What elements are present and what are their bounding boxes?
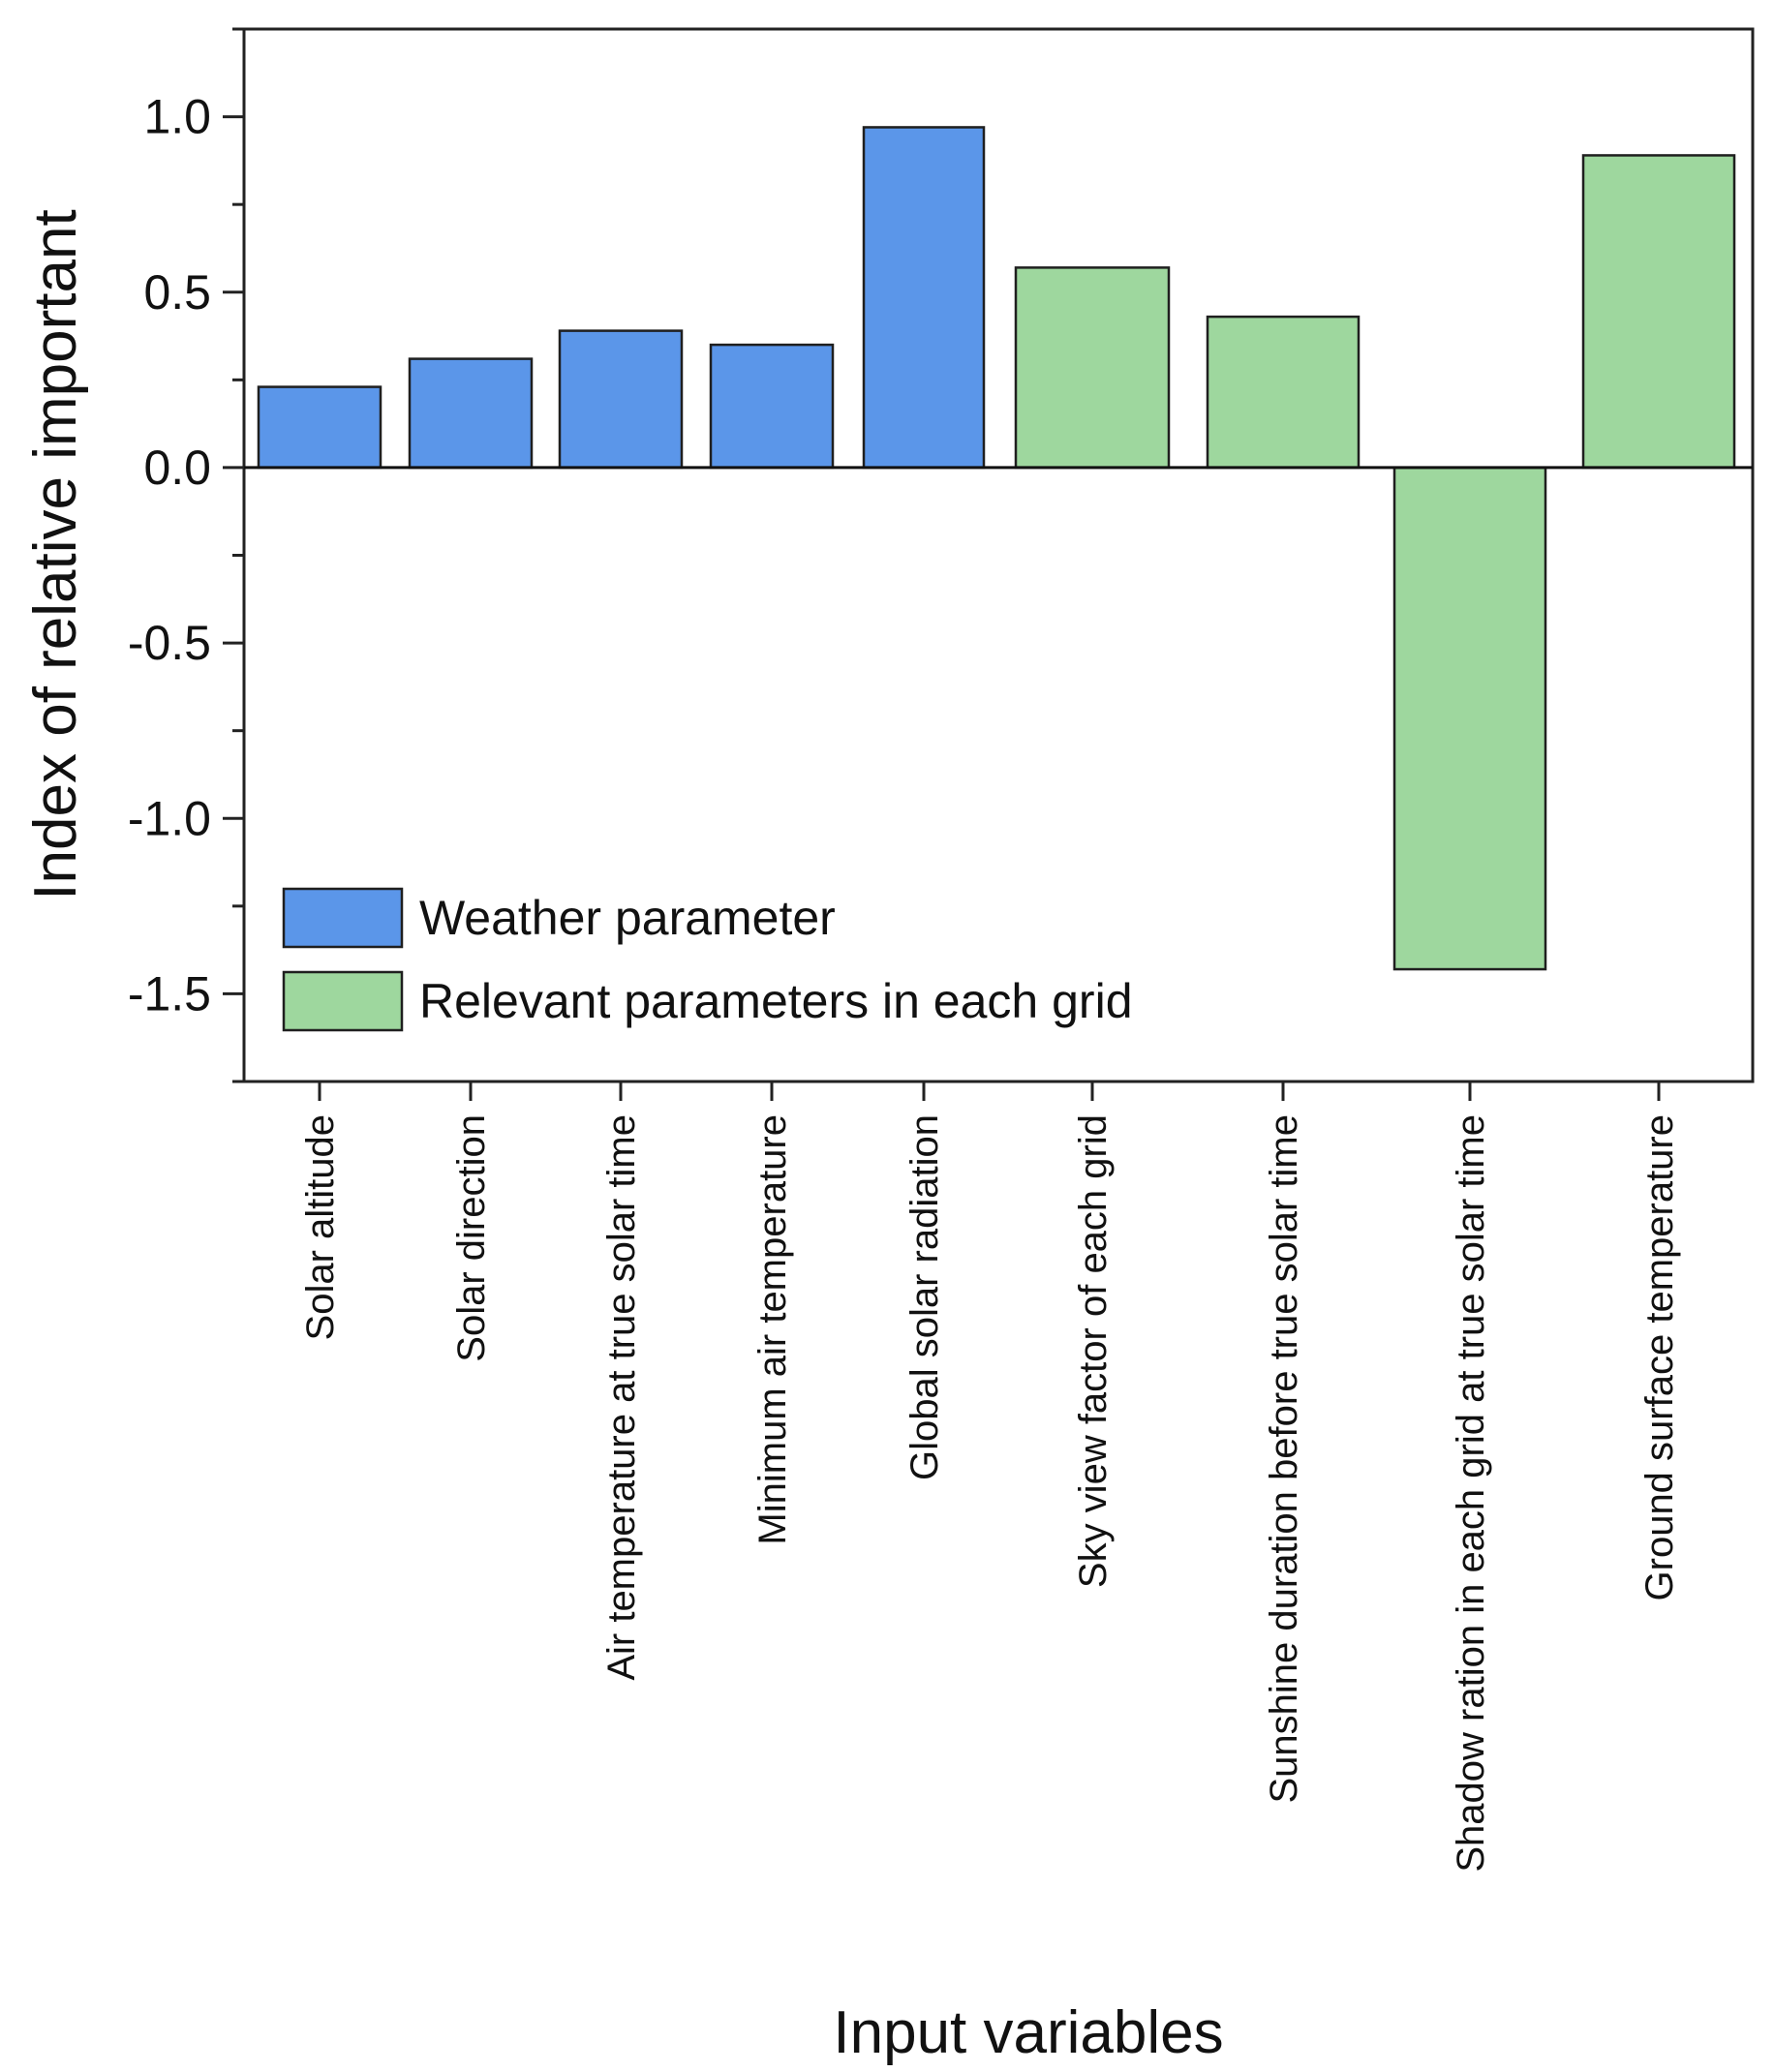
x-category-label: Sunshine duration before true solar time (1263, 1114, 1305, 1804)
legend-swatch-1 (282, 970, 404, 1032)
x-category-label: Solar direction (450, 1114, 493, 1362)
bar-6 (1206, 315, 1361, 470)
x-axis: Solar altitude Solar direction Air tempera… (299, 1082, 1681, 1873)
bar-2 (558, 329, 684, 470)
bar-3 (709, 343, 835, 470)
y-axis: 1.0 0.5 0.0 -0.5 -1.0 -1.5 (128, 27, 244, 1083)
x-category-label: Ground surface temperature (1638, 1114, 1681, 1600)
x-category-label: Air temperature at true solar time (600, 1114, 643, 1681)
y-tick-label: -1.5 (128, 966, 211, 1021)
legend-label-0: Weather parameter (419, 891, 836, 945)
bar-1 (408, 357, 534, 470)
x-category-label: Sky view factor of each grid (1072, 1114, 1115, 1588)
x-axis-title: Input variables (833, 1999, 1223, 2066)
legend: Weather parameter Relevant parameters in … (282, 887, 1133, 1032)
x-category-label: Shadow ration in each grid at true solar… (1450, 1114, 1492, 1873)
y-tick-label: -1.0 (128, 791, 211, 845)
legend-label-1: Relevant parameters in each grid (419, 974, 1133, 1028)
y-tick-label: -0.5 (128, 616, 211, 670)
y-tick-label: 1.0 (143, 90, 211, 144)
y-tick-label: 0.5 (143, 265, 211, 320)
x-category-label: Global solar radiation (903, 1114, 946, 1480)
y-axis-title: Index of relative important (22, 209, 89, 899)
bar-4 (862, 126, 986, 470)
bar-0 (257, 385, 382, 470)
bar-8 (1581, 154, 1736, 470)
bar-7 (1392, 466, 1547, 971)
bars-layer (257, 126, 1736, 971)
x-category-label: Solar altitude (299, 1114, 342, 1340)
legend-swatch-0 (282, 887, 404, 949)
x-category-label: Minimum air temperature (751, 1114, 794, 1545)
y-tick-label: 0.0 (143, 441, 211, 495)
bar-5 (1014, 266, 1171, 470)
